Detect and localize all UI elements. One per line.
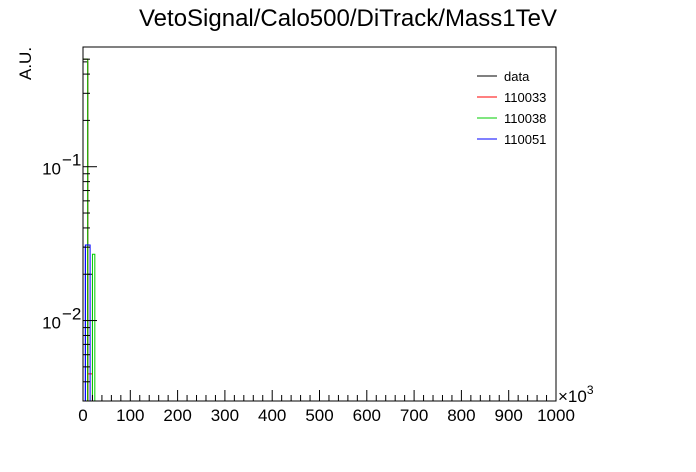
x-tick-label-1: 100 <box>116 406 144 425</box>
x-tick-label-3: 300 <box>211 406 239 425</box>
x-axis-multiplier-exponent: 3 <box>587 383 594 397</box>
legend-label-0: data <box>504 69 530 84</box>
x-tick-label-10: 1000 <box>537 406 575 425</box>
legend-label-3: 110051 <box>504 132 546 147</box>
y-tick-label-1: 10 <box>42 314 61 333</box>
x-tick-label-2: 200 <box>163 406 191 425</box>
y-tick-label-exponent-1: −2 <box>62 305 81 324</box>
x-tick-label-0: 0 <box>78 406 87 425</box>
chart-title: VetoSignal/Calo500/DiTrack/Mass1TeV <box>139 5 557 32</box>
x-tick-label-8: 800 <box>447 406 475 425</box>
x-tick-label-5: 500 <box>305 406 333 425</box>
y-tick-label-exponent-0: −1 <box>62 151 81 170</box>
legend: data 110033 110038 110051 <box>477 69 546 147</box>
y-tick-label-0: 10 <box>42 160 61 179</box>
legend-label-2: 110038 <box>504 111 546 126</box>
x-axis: 0 100 200 300 400 500 600 700 800 900 1000 <box>78 390 575 425</box>
y-axis-label: A.U. <box>16 47 35 80</box>
x-tick-label-9: 900 <box>495 406 523 425</box>
series-2-bin-1 <box>91 253 96 401</box>
series-3-bin-1 <box>84 244 91 401</box>
legend-label-1: 110033 <box>504 90 546 105</box>
y-axis: 10−110−2 <box>42 58 97 402</box>
x-tick-label-6: 600 <box>353 406 381 425</box>
x-axis-multiplier: ×103 <box>558 383 594 406</box>
x-tick-label-7: 700 <box>400 406 428 425</box>
x-tick-label-4: 400 <box>258 406 286 425</box>
